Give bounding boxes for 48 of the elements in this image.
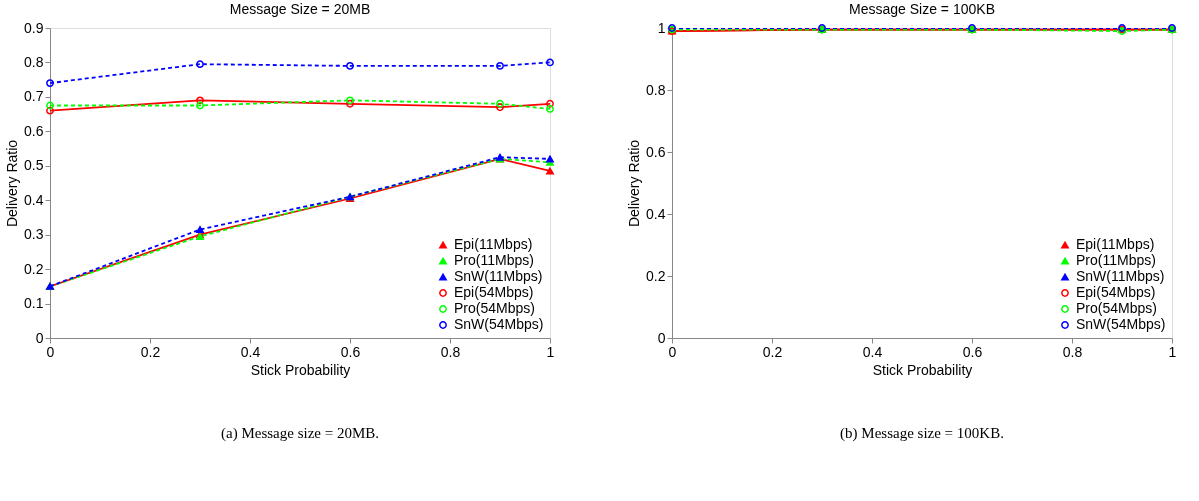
y-tick-label: 1 (657, 19, 666, 36)
legend-label: Pro(54Mbps) (454, 300, 535, 316)
x-axis-title: Stick Probability (250, 361, 351, 378)
x-tick-label: 0 (46, 343, 55, 360)
y-tick-label: 0.3 (24, 226, 44, 243)
y-tick-label: 0.6 (646, 143, 666, 160)
y-tick-label: 0.8 (24, 53, 44, 70)
y-tick-label: 0.7 (24, 88, 44, 105)
y-tick-label: 0.1 (24, 295, 44, 312)
legend-label: Epi(54Mbps) (1076, 284, 1156, 300)
y-tick-label: 0.6 (24, 122, 44, 139)
x-tick-label: 0.4 (862, 343, 883, 360)
y-tick-label: 0.4 (24, 191, 44, 208)
x-tick-label: 0.8 (440, 343, 461, 360)
legend-label: Pro(11Mbps) (454, 252, 534, 268)
y-axis-title: Delivery Ratio (626, 139, 643, 228)
legend-label: SnW(11Mbps) (1076, 268, 1165, 284)
legend-label: Epi(11Mbps) (1076, 236, 1155, 252)
legend-label: SnW(54Mbps) (454, 316, 544, 332)
text: (b) Message size = 100KB. (840, 425, 1004, 442)
y-tick-label: 0 (35, 329, 44, 346)
y-axis-title: Delivery Ratio (4, 139, 21, 228)
chart-title: Message Size = 100KB (849, 1, 995, 17)
legend-label: Epi(11Mbps) (454, 236, 533, 252)
x-tick-label: 1 (1168, 343, 1177, 360)
legend-label: Pro(54Mbps) (1076, 300, 1157, 316)
chart-title: Message Size = 20MB (229, 1, 371, 17)
x-tick-label: 0.6 (340, 343, 361, 360)
y-tick-label: 0.4 (646, 205, 666, 222)
legend-label: SnW(54Mbps) (1076, 316, 1166, 332)
y-tick-label: 0 (657, 329, 666, 346)
x-tick-label: 0 (668, 343, 677, 360)
y-tick-label: 0.5 (24, 157, 44, 174)
y-tick-label: 0.8 (646, 81, 666, 98)
x-tick-label: 0.8 (1062, 343, 1083, 360)
x-tick-label: 0.6 (962, 343, 983, 360)
x-tick-label: 0.2 (762, 343, 783, 360)
y-tick-label: 0.2 (24, 260, 44, 277)
legend-label: Pro(11Mbps) (1076, 252, 1156, 268)
legend-label: SnW(11Mbps) (454, 268, 543, 284)
x-tick-label: 0.4 (240, 343, 261, 360)
y-tick-label: 0.9 (24, 19, 44, 36)
x-tick-label: 0.2 (140, 343, 161, 360)
legend-label: Epi(54Mbps) (454, 284, 534, 300)
x-axis-title: Stick Probability (872, 361, 973, 378)
text: (a) Message size = 20MB. (220, 425, 380, 442)
x-tick-label: 1 (546, 343, 555, 360)
y-tick-label: 0.2 (646, 267, 666, 284)
